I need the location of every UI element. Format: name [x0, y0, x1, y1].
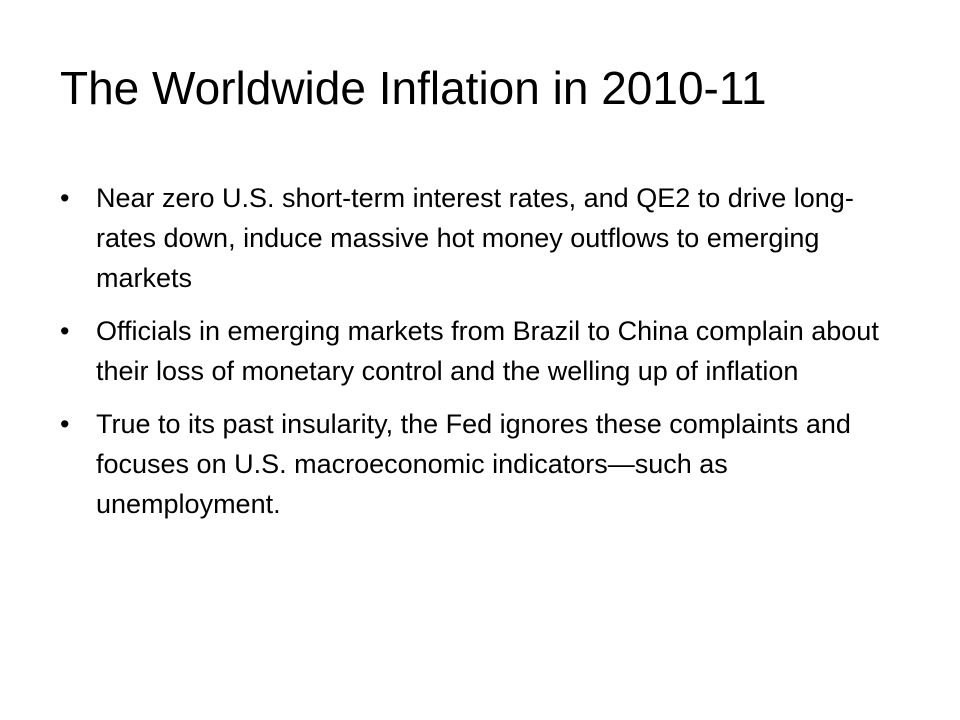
bullet-item: • True to its past insularity, the Fed i… — [60, 404, 880, 524]
slide-title: The Worldwide Inflation in 2010-11 — [60, 62, 767, 114]
bullet-item: • Near zero U.S. short-term interest rat… — [60, 178, 880, 298]
bullet-icon: • — [60, 409, 70, 439]
bullet-item: • Officials in emerging markets from Bra… — [60, 311, 880, 391]
bullet-text: Near zero U.S. short-term interest rates… — [96, 183, 854, 293]
bullet-text: True to its past insularity, the Fed ign… — [96, 409, 851, 519]
bullet-text: Officials in emerging markets from Brazi… — [96, 316, 879, 386]
bullet-icon: • — [60, 183, 70, 213]
bullet-icon: • — [60, 316, 70, 346]
bullet-list: • Near zero U.S. short-term interest rat… — [60, 178, 880, 537]
